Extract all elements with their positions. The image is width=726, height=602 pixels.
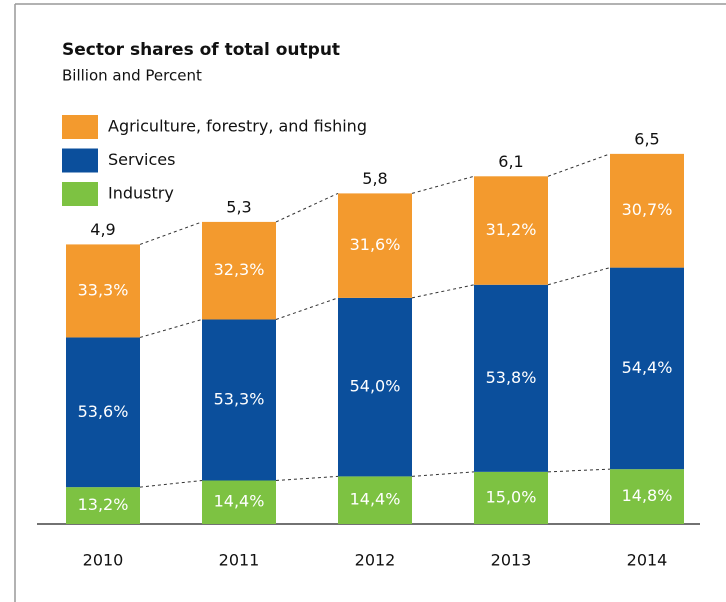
connector xyxy=(139,480,203,488)
bar-segment xyxy=(202,480,276,524)
bar-segment xyxy=(66,244,140,338)
connector xyxy=(139,221,203,245)
connector xyxy=(411,284,475,299)
x-tick-label: 2010 xyxy=(83,551,124,570)
bar-segment xyxy=(338,476,412,524)
bar-segment xyxy=(610,469,684,524)
total-label: 5,3 xyxy=(226,197,251,216)
x-tick-label: 2011 xyxy=(219,551,260,570)
x-tick-label: 2013 xyxy=(491,551,532,570)
connector xyxy=(275,475,339,481)
value-label: 33,3% xyxy=(78,280,129,299)
bar-segment xyxy=(610,267,684,470)
value-label: 14,4% xyxy=(350,490,401,509)
value-label: 14,4% xyxy=(214,492,265,511)
total-label: 6,5 xyxy=(634,129,659,148)
connector xyxy=(547,153,611,177)
connector xyxy=(139,318,203,338)
legend-swatch xyxy=(62,182,98,206)
value-label: 14,8% xyxy=(622,486,673,505)
legend-swatch xyxy=(62,148,98,173)
total-label: 5,8 xyxy=(362,169,387,188)
legend-label: Agriculture, forestry, and fishing xyxy=(108,117,367,136)
x-tick-label: 2012 xyxy=(355,551,396,570)
value-label: 30,7% xyxy=(622,200,673,219)
connector xyxy=(547,468,611,473)
total-label: 6,1 xyxy=(498,152,523,171)
bar-segment xyxy=(474,284,548,472)
connector xyxy=(547,267,611,286)
value-label: 32,3% xyxy=(214,260,265,279)
bar-segment xyxy=(474,471,548,524)
value-label: 54,4% xyxy=(622,358,673,377)
chart-subtitle: Billion and Percent xyxy=(62,67,202,85)
connector xyxy=(411,471,475,477)
value-label: 53,6% xyxy=(78,402,129,421)
bar-segment xyxy=(66,487,140,524)
total-label: 4,9 xyxy=(90,220,115,239)
value-label: 31,2% xyxy=(486,220,537,239)
bar-segment xyxy=(474,176,548,285)
legend-label: Services xyxy=(108,150,175,169)
bar-segment xyxy=(66,337,140,488)
connector xyxy=(411,175,475,194)
bar-segment xyxy=(338,193,412,298)
legend-label: Industry xyxy=(108,184,174,203)
value-label: 13,2% xyxy=(78,495,129,514)
connector xyxy=(275,192,339,223)
legend-swatch xyxy=(62,115,98,139)
bar-segment xyxy=(338,297,412,477)
x-tick-label: 2014 xyxy=(627,551,668,570)
bar-segment xyxy=(610,153,684,268)
value-label: 15,0% xyxy=(486,487,537,506)
chart-title: Sector shares of total output xyxy=(62,40,340,60)
value-label: 54,0% xyxy=(350,377,401,396)
bar-segment xyxy=(202,319,276,481)
bar-segment xyxy=(202,221,276,320)
connector xyxy=(275,297,339,320)
value-label: 53,8% xyxy=(486,368,537,387)
value-label: 31,6% xyxy=(350,235,401,254)
value-label: 53,3% xyxy=(214,389,265,408)
